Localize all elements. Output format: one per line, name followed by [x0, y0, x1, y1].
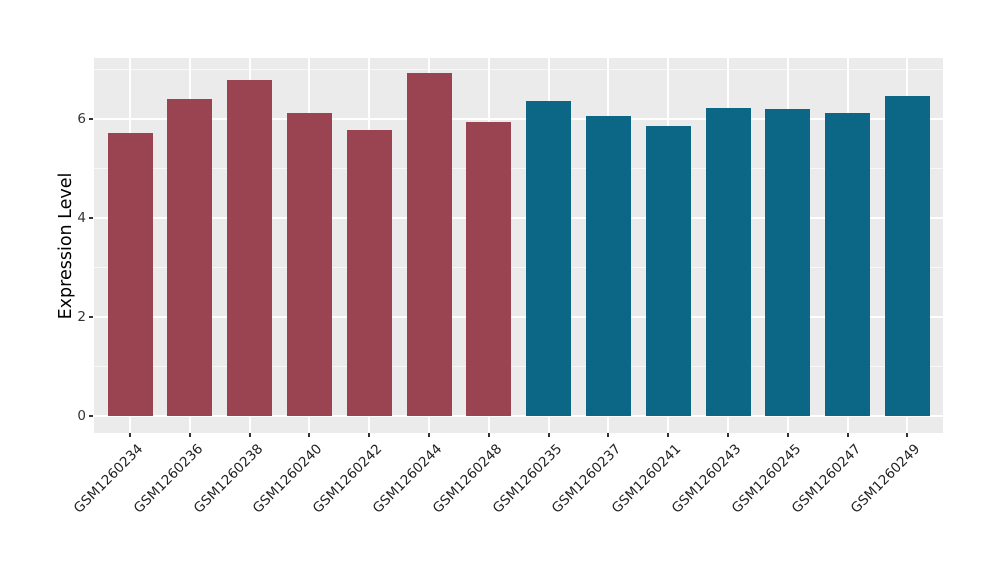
x-tick-label-GSM1260234: GSM1260234: [70, 441, 147, 517]
major-gridline: [94, 315, 943, 318]
bar-GSM1260248: [466, 121, 512, 416]
y-axis-title: Expression Level: [56, 172, 76, 320]
minor-gridline: [94, 267, 943, 268]
bar-GSM1260241: [645, 126, 691, 416]
x-tick-mark: [487, 433, 490, 437]
y-tick-mark: [89, 118, 93, 121]
y-tick-mark: [89, 217, 93, 220]
y-tick-mark: [89, 414, 93, 417]
minor-gridline: [94, 69, 943, 71]
x-tick-mark: [428, 433, 430, 437]
bar-GSM1260240: [286, 113, 332, 416]
y-tick-label: 6: [77, 111, 86, 128]
major-gridline: [94, 217, 943, 220]
x-tick-mark: [248, 433, 251, 437]
x-tick-mark: [846, 433, 849, 437]
plot-panel: [94, 58, 943, 433]
bar-GSM1260244: [406, 73, 452, 416]
minor-gridline: [94, 168, 943, 170]
x-tick-mark: [667, 433, 670, 437]
y-tick-label: 0: [77, 407, 86, 424]
x-tick-mark: [129, 433, 131, 437]
x-tick-mark: [607, 433, 610, 437]
bar-GSM1260242: [346, 130, 392, 416]
bar-GSM1260236: [167, 99, 213, 416]
x-tick-mark: [786, 433, 789, 437]
x-tick-mark: [188, 433, 191, 437]
y-tick-mark: [89, 315, 93, 318]
bar-GSM1260235: [526, 101, 572, 416]
y-tick-label: 4: [77, 210, 86, 227]
x-tick-mark: [727, 433, 729, 437]
x-tick-mark: [547, 433, 550, 437]
minor-gridline: [94, 365, 943, 367]
bar-GSM1260249: [884, 96, 930, 416]
major-gridline: [94, 414, 943, 417]
x-tick-mark: [368, 433, 371, 437]
bar-GSM1260243: [705, 108, 751, 416]
y-tick-label: 2: [77, 308, 86, 325]
x-tick-mark: [906, 433, 909, 437]
bar-GSM1260234: [107, 133, 153, 416]
bar-GSM1260238: [227, 80, 273, 416]
bar-GSM1260247: [825, 113, 871, 416]
bar-GSM1260237: [585, 115, 631, 416]
x-tick-mark: [308, 433, 311, 437]
bar-GSM1260245: [765, 109, 811, 416]
major-gridline: [94, 118, 943, 121]
